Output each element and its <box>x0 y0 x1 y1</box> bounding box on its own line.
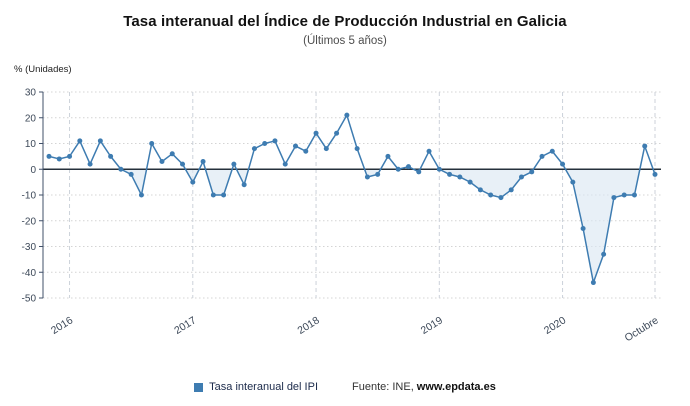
source-text: Fuente: INE, www.epdata.es <box>352 381 496 393</box>
svg-text:Octubre: Octubre <box>623 314 661 344</box>
svg-text:0: 0 <box>30 165 36 176</box>
legend-label: Tasa interanual del IPI <box>209 381 319 393</box>
y-axis-unit-label: % (Unidades) <box>14 64 72 75</box>
svg-text:30: 30 <box>25 88 37 99</box>
svg-text:-40: -40 <box>22 268 37 279</box>
ipi-line-chart-svg: 2016 2017 2018 2019 2020 Octubre 30 20 10 0 -10 -20… <box>22 88 661 344</box>
svg-text:20: 20 <box>25 113 37 124</box>
line-chart: 2016 2017 2018 2019 2020 Octubre 30 20 10 0 -10 -20… <box>9 74 681 355</box>
legend: Tasa interanual del IPI <box>194 381 318 393</box>
svg-text:2018: 2018 <box>295 314 321 337</box>
chart-subtitle: (Últimos 5 años) <box>303 35 387 47</box>
svg-text:-30: -30 <box>22 242 37 253</box>
svg-text:2019: 2019 <box>419 314 445 337</box>
svg-text:-10: -10 <box>22 191 37 202</box>
chart-footer: Tasa interanual del IPI Fuente: INE, www.… <box>0 381 690 393</box>
svg-text:2020: 2020 <box>542 314 568 337</box>
svg-text:2016: 2016 <box>49 314 75 337</box>
svg-text:10: 10 <box>25 139 37 150</box>
source-site-link[interactable]: www.epdata.es <box>416 381 496 393</box>
svg-text:-50: -50 <box>22 294 37 305</box>
source-prefix: Fuente: INE, <box>352 381 414 393</box>
chart-title: Tasa interanual del Índice de Producción… <box>123 13 567 30</box>
svg-text:-20: -20 <box>22 216 37 227</box>
legend-swatch-icon <box>194 382 204 392</box>
svg-text:2017: 2017 <box>172 314 198 337</box>
